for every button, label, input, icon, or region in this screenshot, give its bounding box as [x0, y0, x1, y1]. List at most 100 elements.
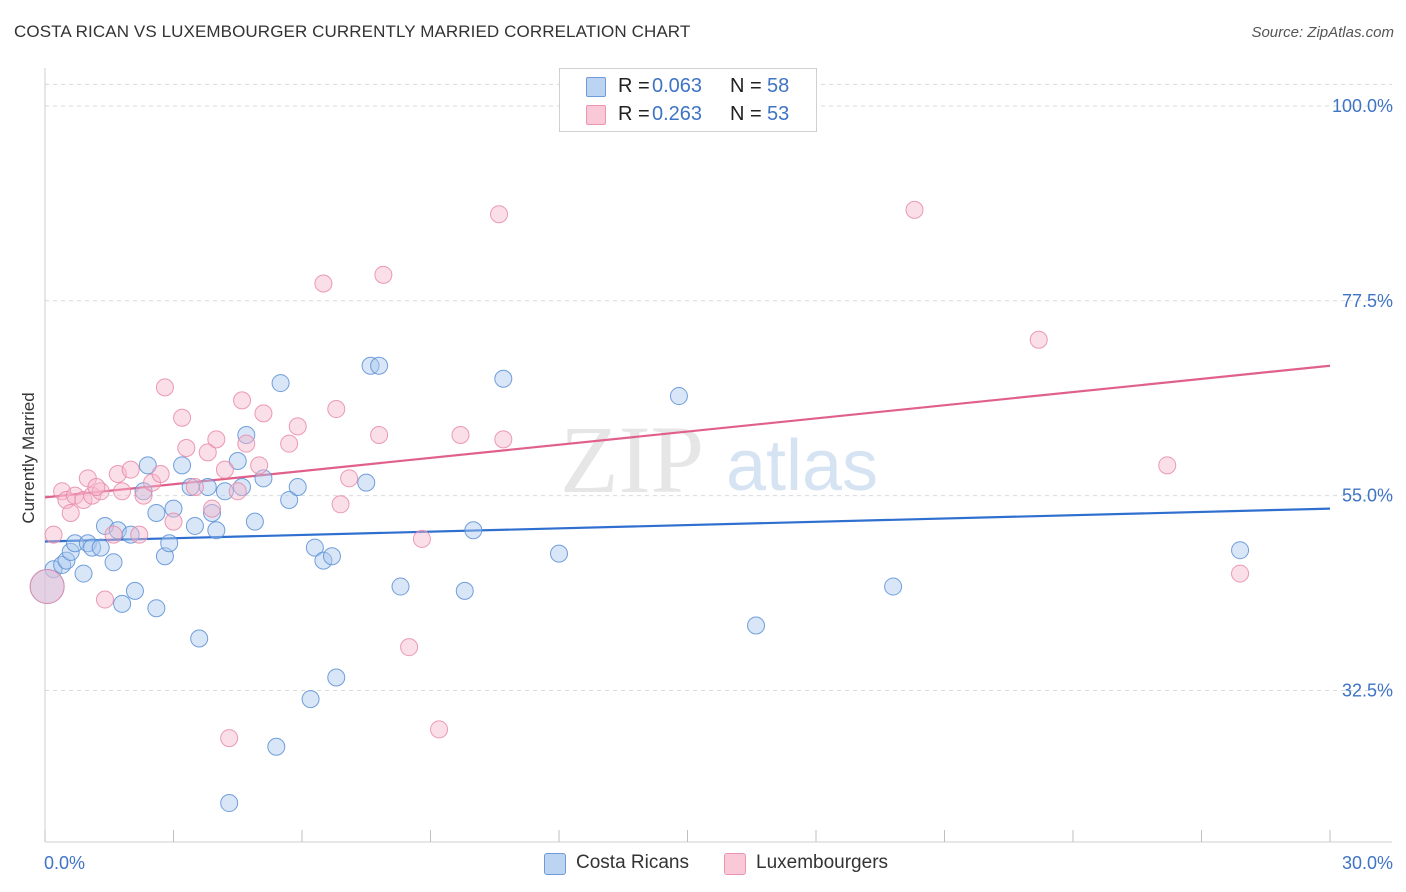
legend-n-label: N = [730, 75, 762, 97]
data-point-costa-rican [391, 577, 410, 596]
data-point-costa-rican [370, 356, 389, 375]
data-point-luxembourger [130, 525, 149, 544]
data-point-costa-rican [173, 456, 192, 475]
data-point-costa-rican [125, 581, 144, 600]
data-point-luxembourger [430, 720, 449, 739]
data-point-luxembourger [254, 404, 273, 423]
y-tick-label: 32.5% [1342, 680, 1393, 700]
legend-n-value: 58 [767, 75, 790, 97]
data-point-costa-rican [301, 690, 320, 709]
data-point-luxembourger [61, 503, 80, 522]
legend-n-value: 53 [767, 103, 790, 125]
data-point-costa-rican [57, 551, 76, 570]
data-point-costa-rican [669, 387, 688, 406]
trend-line-costa-ricans [44, 507, 1331, 543]
data-point-costa-rican [271, 374, 290, 393]
trend-line-luxembourgers [44, 364, 1331, 499]
data-point-luxembourger [237, 434, 256, 453]
x-tick-label-min: 0.0% [44, 853, 85, 873]
legend-row-costa-ricans: R = 0.063 N = 58 [560, 73, 816, 101]
legend-swatch-pink [724, 853, 746, 875]
data-point-luxembourger [29, 569, 65, 605]
legend-swatch-blue [586, 77, 606, 97]
data-point-costa-rican [1231, 541, 1250, 560]
data-point-costa-rican [464, 521, 483, 540]
data-point-costa-rican [74, 564, 93, 583]
data-point-luxembourger [155, 378, 174, 397]
data-point-luxembourger [74, 490, 93, 509]
data-point-luxembourger [177, 439, 196, 458]
data-point-costa-rican [455, 581, 474, 600]
data-point-luxembourger [87, 477, 106, 496]
y-axis-label: Currently Married [19, 392, 38, 523]
data-point-luxembourger [288, 417, 307, 436]
legend-label: Luxembourgers [756, 852, 889, 873]
legend-swatch-blue [544, 853, 566, 875]
data-point-luxembourger [412, 529, 431, 548]
data-point-costa-rican [203, 503, 222, 522]
x-tick-label-max: 30.0% [1342, 853, 1393, 873]
legend-r-label: R = [618, 103, 650, 125]
data-point-luxembourger [198, 443, 217, 462]
data-point-costa-rican [138, 456, 157, 475]
data-point-luxembourger [1029, 330, 1048, 349]
data-point-luxembourger [374, 265, 393, 284]
data-point-luxembourger [207, 430, 226, 449]
correlation-legend: R = 0.063 N = 58 R = 0.263 N = 53 [559, 68, 817, 132]
data-point-luxembourger [220, 729, 239, 748]
data-point-luxembourger [83, 486, 102, 505]
data-point-costa-rican [305, 538, 324, 557]
data-point-luxembourger [400, 638, 419, 657]
data-point-luxembourger [233, 391, 252, 410]
data-point-costa-rican [61, 542, 80, 561]
data-point-luxembourger [44, 525, 63, 544]
legend-r-label: R = [618, 75, 650, 97]
legend-swatch-pink [586, 105, 606, 125]
data-point-luxembourger [173, 408, 192, 427]
data-point-luxembourger [331, 495, 350, 514]
grid-layer [45, 83, 1392, 691]
data-point-costa-rican [267, 737, 286, 756]
chart-title: COSTA RICAN VS LUXEMBOURGER CURRENTLY MA… [14, 22, 691, 41]
y-tick-label: 100.0% [1332, 96, 1393, 116]
data-point-luxembourger [250, 456, 269, 475]
watermark-atlas: atlas [726, 426, 878, 506]
data-point-luxembourger [451, 426, 470, 445]
data-point-luxembourger [1231, 564, 1250, 583]
data-point-costa-rican [494, 369, 513, 388]
data-point-luxembourger [280, 434, 299, 453]
y-tick-label: 55.0% [1342, 486, 1393, 506]
data-point-costa-rican [164, 499, 183, 518]
data-point-costa-rican [314, 551, 333, 570]
source-label: Source: ZipAtlas.com [1251, 24, 1394, 41]
data-point-luxembourger [228, 482, 247, 501]
watermark-zip: ZIP [560, 406, 704, 513]
data-point-luxembourger [203, 499, 222, 518]
watermark: ZIP atlas [560, 406, 878, 513]
data-point-costa-rican [747, 616, 766, 635]
data-point-costa-rican [65, 534, 84, 553]
points-layer [29, 200, 1250, 813]
data-point-luxembourger [95, 590, 114, 609]
data-point-costa-rican [322, 547, 341, 566]
data-point-luxembourger [314, 274, 333, 293]
data-point-luxembourger [1158, 456, 1177, 475]
data-point-luxembourger [121, 460, 140, 479]
legend-n-label: N = [730, 103, 762, 125]
data-point-costa-rican [280, 490, 299, 509]
data-point-luxembourger [490, 205, 509, 224]
data-point-costa-rican [215, 482, 234, 501]
data-point-costa-rican [357, 473, 376, 492]
data-point-costa-rican [228, 452, 247, 470]
legend-label: Costa Ricans [576, 852, 689, 873]
data-point-costa-rican [91, 538, 110, 557]
series-legend: Costa Ricans Luxembourgers [0, 852, 1406, 876]
data-point-luxembourger [370, 426, 389, 445]
data-point-costa-rican [220, 794, 239, 813]
data-point-luxembourger [104, 525, 123, 544]
data-point-luxembourger [494, 430, 513, 449]
data-point-costa-rican [185, 516, 204, 535]
data-point-costa-rican [198, 477, 217, 496]
label-layer: 32.5% 55.0% 77.5% 100.0% 0.0% 30.0% [44, 96, 1393, 873]
